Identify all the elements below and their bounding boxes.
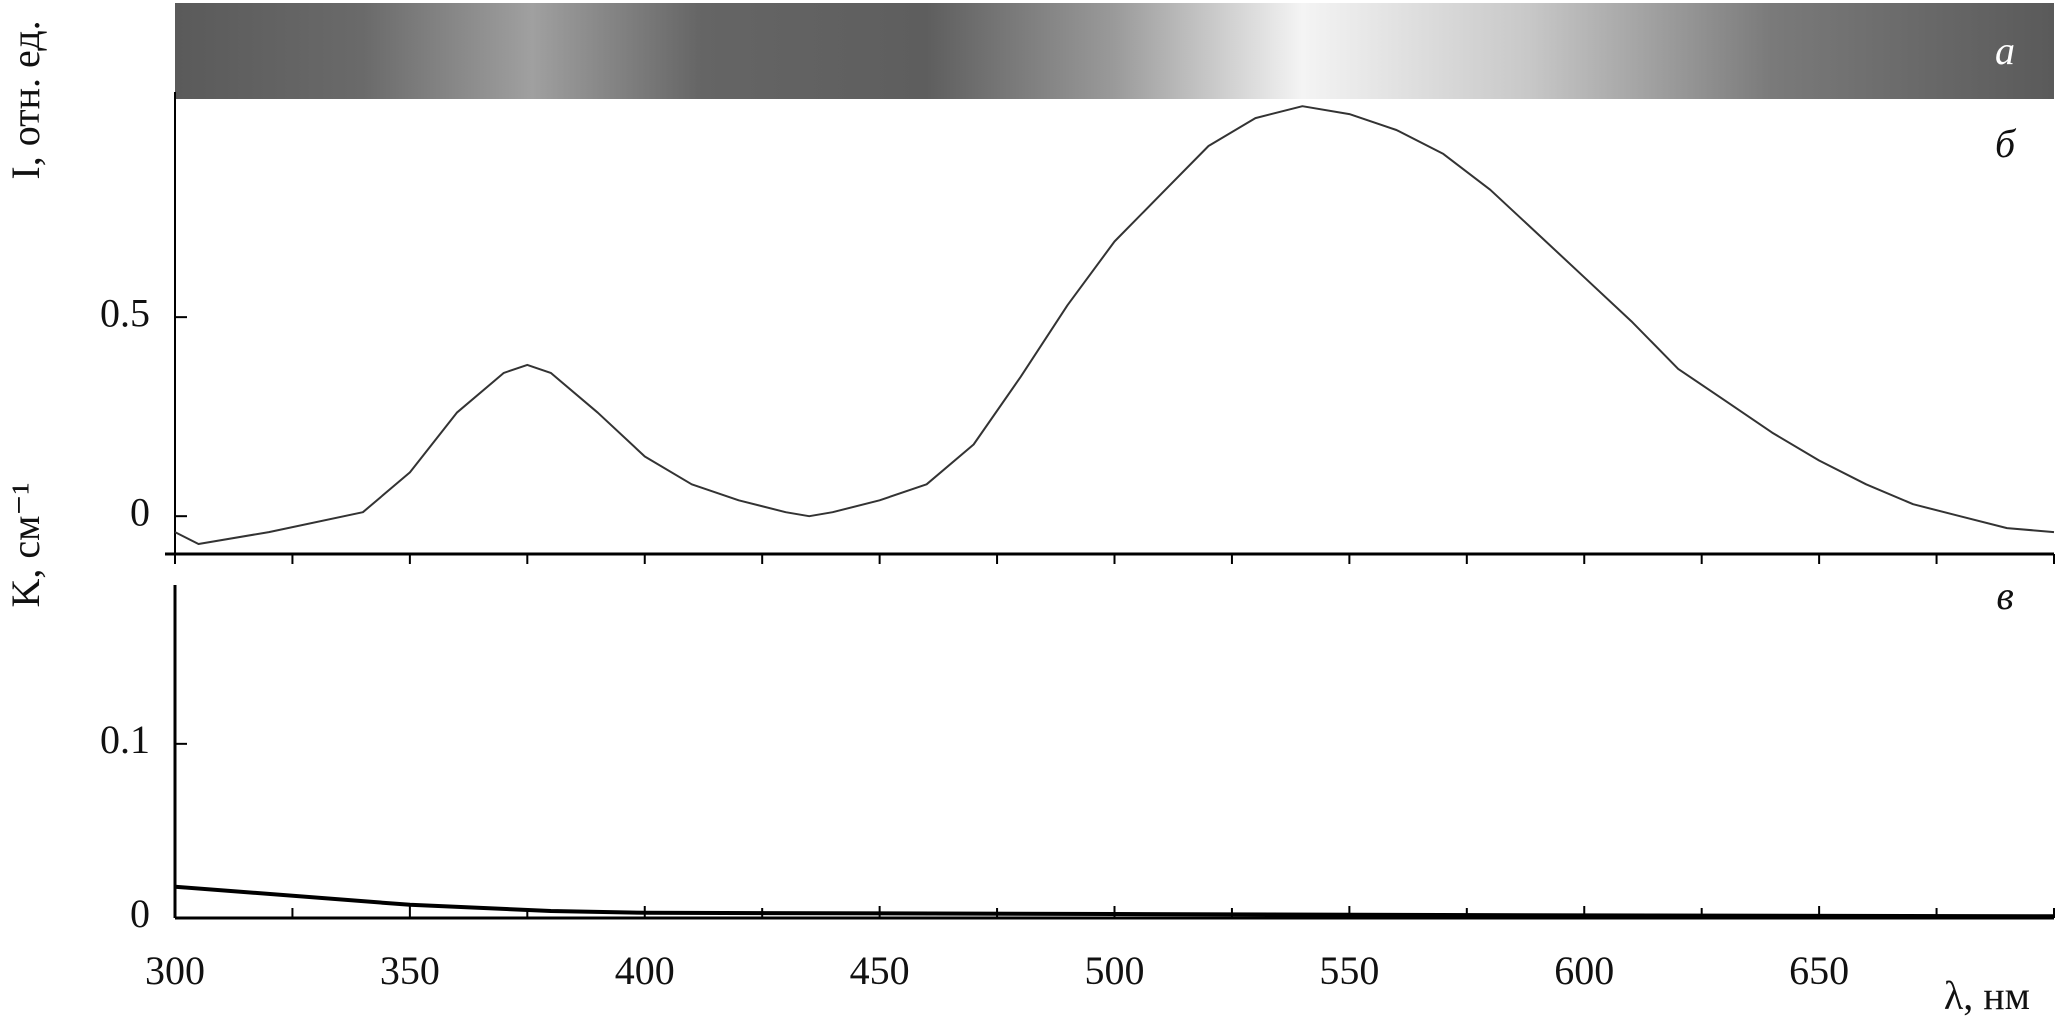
y-tick-label: 0.5	[100, 290, 150, 335]
y-tick-label: 0	[130, 489, 150, 534]
panel-label: а	[1995, 28, 2015, 73]
x-tick-label: 550	[1319, 948, 1379, 993]
y-tick-label: 0	[130, 891, 150, 936]
x-tick-label: 500	[1085, 948, 1145, 993]
spectrum-strip	[175, 3, 2054, 99]
x-tick-label: 400	[615, 948, 675, 993]
data-line	[174, 105, 2055, 545]
y-tick-label: 0.1	[100, 717, 150, 762]
panel-label: б	[1995, 121, 2017, 166]
y-axis-label: K, см⁻¹	[3, 482, 48, 607]
x-tick-label: 300	[145, 948, 205, 993]
x-tick-label: 650	[1789, 948, 1849, 993]
x-axis-label: λ, нм	[1944, 973, 2030, 1017]
x-tick-label: 600	[1554, 948, 1614, 993]
panel-label: в	[1996, 573, 2013, 618]
y-axis-label: I, отн. ед.	[3, 20, 48, 179]
x-tick-label: 450	[850, 948, 910, 993]
x-tick-label: 350	[380, 948, 440, 993]
